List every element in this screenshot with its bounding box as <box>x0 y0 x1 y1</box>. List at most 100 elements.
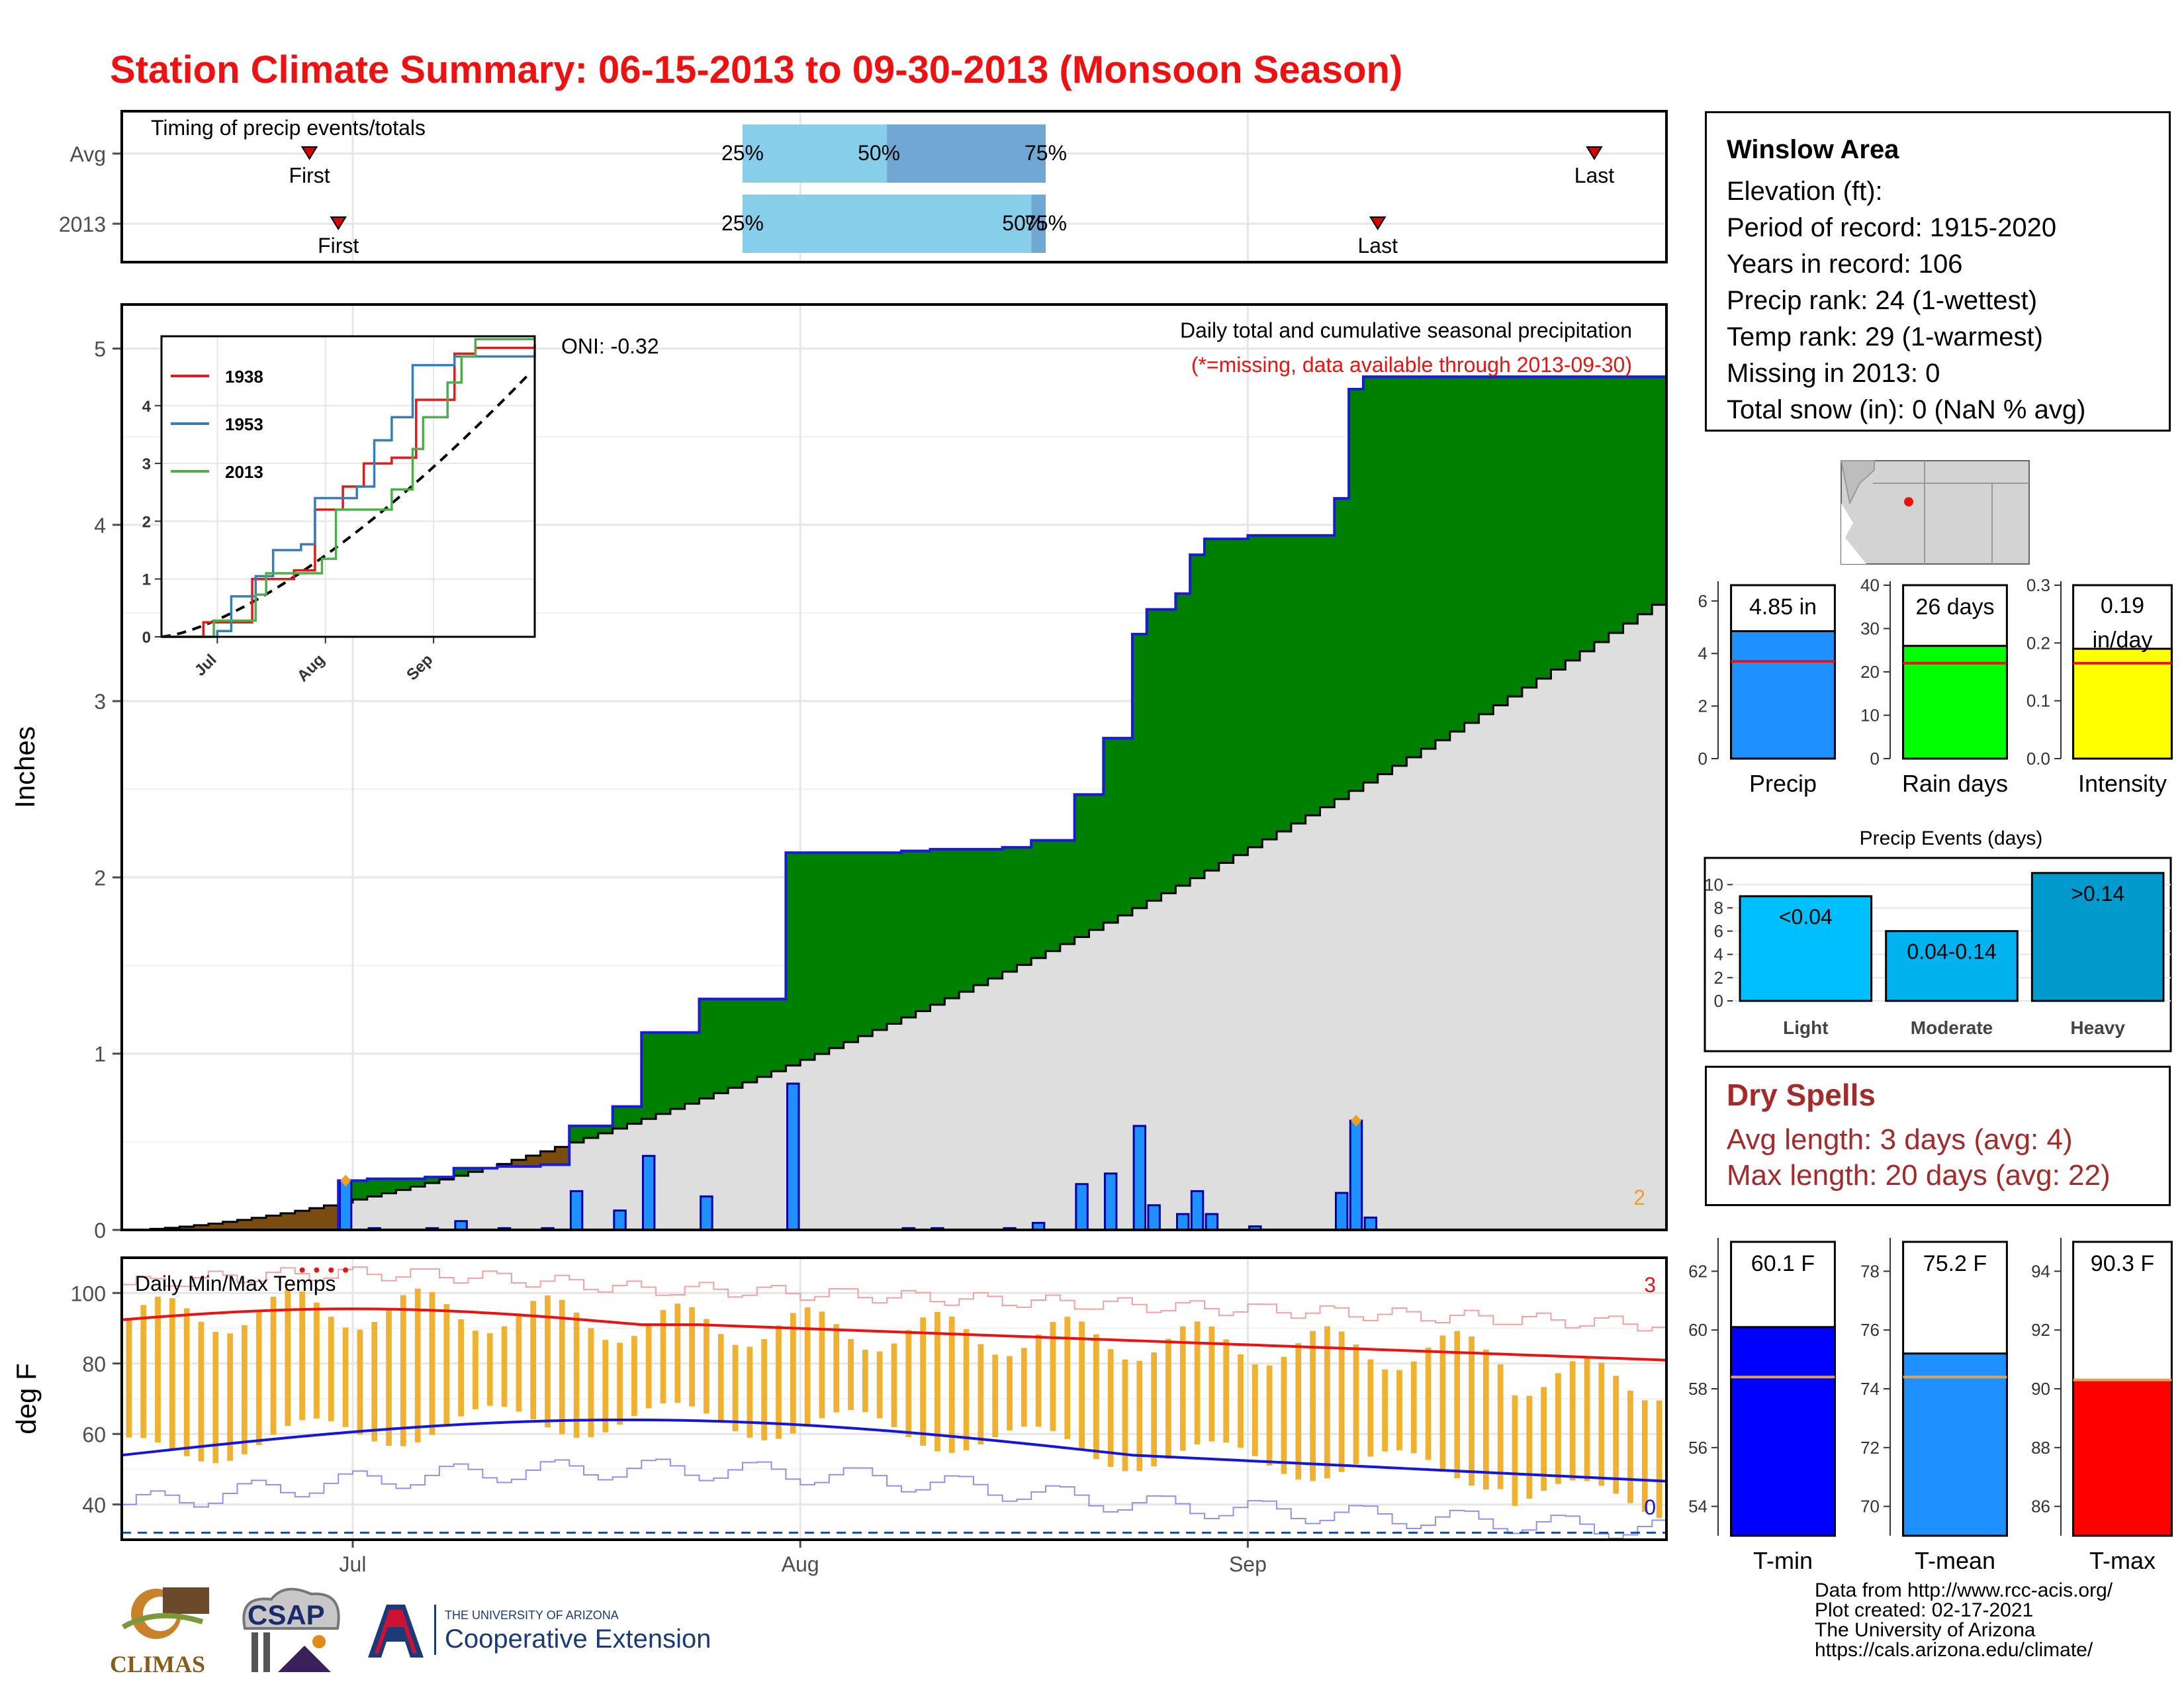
anomaly-fill <box>468 1168 483 1172</box>
footer-line: Data from http://www.rcc-acis.org/ <box>1815 1579 2113 1601</box>
daily-temp-bar <box>1482 1349 1489 1490</box>
summary-y-tick-label: 20 <box>1860 662 1880 682</box>
first-label: First <box>318 234 359 258</box>
ua-logo[interactable]: THE UNIVERSITY OF ARIZONA Cooperative Ex… <box>363 1601 747 1667</box>
summary-y-tick-label: 78 <box>1860 1261 1880 1281</box>
summary-y-tick-label: 6 <box>1698 591 1707 611</box>
anomaly-fill <box>1421 377 1436 749</box>
daily-temp-bar <box>1641 1400 1648 1512</box>
inset-legend-label: 2013 <box>225 462 263 482</box>
events-y-tick-label: 2 <box>1714 968 1723 988</box>
anomaly-fill <box>901 851 917 1018</box>
daily-temp-bar <box>776 1325 782 1439</box>
location-map <box>1840 460 2030 565</box>
anomaly-fill <box>1277 535 1292 832</box>
daily-precip-bar <box>1363 1216 1378 1231</box>
timing-p75-label: 75% <box>1024 211 1067 235</box>
daily-temp-bar <box>1107 1349 1114 1468</box>
events-category-label: Light <box>1783 1017 1828 1038</box>
anomaly-fill <box>1608 377 1624 633</box>
summary-bar-value: 0.19 <box>2101 593 2144 618</box>
summary-y-tick-label: 0.2 <box>2026 633 2050 653</box>
events-bar-text: <0.04 <box>1779 905 1833 929</box>
daily-temp-bar <box>1281 1356 1287 1474</box>
y-axis-label: Inches <box>9 726 40 808</box>
anomaly-fill <box>425 1177 440 1184</box>
anomaly-fill <box>598 1125 614 1134</box>
inset-y-tick-label: 0 <box>142 629 151 647</box>
first-label: First <box>289 164 330 187</box>
timing-title: Timing of precip events/totals <box>151 116 426 140</box>
main-subtitle: Daily total and cumulative seasonal prec… <box>1180 318 1632 342</box>
summary-bar-value: 75.2 F <box>1923 1251 1987 1276</box>
anomaly-fill <box>1002 847 1017 972</box>
anomaly-fill <box>1449 377 1465 732</box>
anomaly-fill <box>1262 535 1277 840</box>
anomaly-fill <box>208 1223 224 1230</box>
anomaly-fill <box>641 1032 657 1119</box>
y-tick-label: 2 <box>94 866 106 890</box>
daily-temp-bar <box>1310 1331 1316 1481</box>
station-line: Missing in 2013: 0 <box>1727 359 1940 388</box>
inset-legend-label: 1953 <box>225 414 263 434</box>
timing-row-label: 2013 <box>59 212 106 236</box>
climas-logo[interactable]: CLIMAS <box>110 1581 216 1677</box>
daily-temp-bar <box>934 1312 940 1452</box>
daily-temp-bar <box>386 1308 392 1446</box>
anomaly-fill <box>1508 377 1523 697</box>
anomaly-fill <box>1320 535 1335 808</box>
temp-x-tick-label: Aug <box>782 1552 819 1576</box>
summary-y-tick-label: 62 <box>1688 1261 1707 1281</box>
inset-series-line <box>161 350 536 638</box>
daily-temp-bar <box>848 1338 854 1411</box>
daily-temp-bar <box>1382 1369 1388 1452</box>
summary-y-tick-label: 56 <box>1688 1438 1707 1458</box>
anomaly-fill <box>1017 847 1032 965</box>
daily-temp-bar <box>1569 1361 1576 1481</box>
anomaly-fill <box>309 1208 324 1230</box>
daily-temp-bar <box>443 1304 450 1426</box>
last-label: Last <box>1574 164 1615 187</box>
anomaly-fill <box>1089 794 1104 930</box>
record-high-line <box>122 1266 1667 1332</box>
anomaly-fill <box>1565 377 1580 661</box>
daily-temp-bar <box>516 1313 522 1412</box>
daily-temp-bar <box>1093 1334 1099 1460</box>
anomaly-fill <box>1291 535 1306 823</box>
summary-bar-value: 26 days <box>1915 594 1994 620</box>
corner-count: 2 <box>1633 1186 1645 1209</box>
climas-logo-text: CLIMAS <box>110 1651 206 1677</box>
csap-logo[interactable]: CSAP <box>232 1582 351 1681</box>
timing-p50-label: 50% <box>858 141 900 165</box>
summary-y-tick-label: 2 <box>1698 696 1707 716</box>
anomaly-fill <box>1334 498 1349 800</box>
daily-temp-bar <box>1396 1370 1402 1450</box>
inset-y-tick-label: 2 <box>142 513 151 531</box>
anomaly-fill <box>1046 840 1061 951</box>
events-bar-text: 0.04-0.14 <box>1907 940 1996 964</box>
anomaly-fill <box>353 1180 368 1200</box>
daily-temp-bar <box>559 1299 565 1434</box>
anomaly-fill <box>1377 377 1393 774</box>
anomaly-fill <box>251 1217 267 1230</box>
daily-temp-bar <box>674 1303 681 1403</box>
daily-temp-bar <box>140 1305 147 1438</box>
daily-temp-bar <box>227 1333 233 1461</box>
summary-y-tick-label: 10 <box>1860 706 1880 726</box>
anomaly-fill <box>656 1032 671 1114</box>
anomaly-fill <box>1190 555 1205 878</box>
summary-y-tick-label: 0.0 <box>2026 749 2050 769</box>
daily-temp-bar <box>819 1311 825 1419</box>
oni-label: ONI: -0.32 <box>561 334 659 358</box>
anomaly-fill <box>800 853 815 1060</box>
anomaly-fill <box>959 849 974 992</box>
daily-temp-bar <box>804 1307 811 1427</box>
anomaly-fill <box>1392 377 1407 766</box>
summary-bar-value: in/day <box>2093 628 2153 653</box>
daily-temp-bar <box>371 1322 378 1442</box>
record-marker <box>340 1174 351 1187</box>
events-bar <box>1885 930 2019 1002</box>
daily-temp-bar <box>1627 1390 1633 1503</box>
events-bar <box>2030 872 2165 1002</box>
